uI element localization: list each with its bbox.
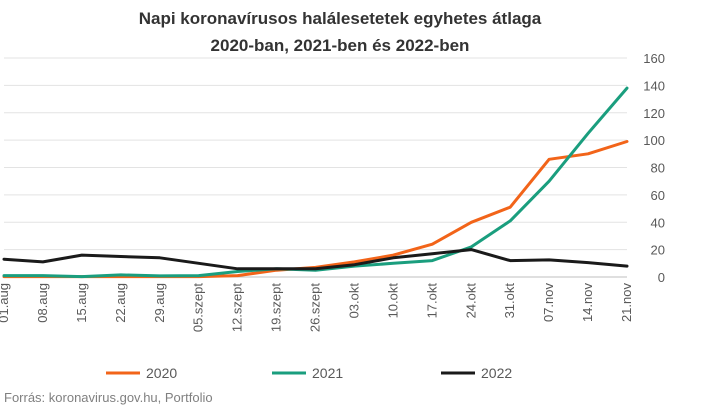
x-tick-label: 26.szept xyxy=(308,283,323,333)
grid xyxy=(4,57,627,278)
source-note: Forrás: koronavirus.gov.hu, Portfolio xyxy=(4,390,213,405)
x-tick-label: 19.szept xyxy=(269,283,284,333)
x-tick-label: 29.aug xyxy=(152,283,167,323)
y-tick-label: 60 xyxy=(651,188,665,203)
y-tick-label: 160 xyxy=(643,51,665,66)
y-tick-label: 0 xyxy=(658,270,665,285)
y-tick-label: 40 xyxy=(651,215,665,230)
x-tick-label: 10.okt xyxy=(385,283,400,319)
x-tick-label: 05.szept xyxy=(191,283,206,333)
legend-label-2021: 2021 xyxy=(312,365,343,381)
chart-title-line-1: Napi koronavírusos halálesetetek egyhete… xyxy=(139,9,542,28)
y-tick-label: 140 xyxy=(643,78,665,93)
chart-title-line-2: 2020-ban, 2021-ben és 2022-ben xyxy=(211,36,470,55)
x-tick-label: 07.nov xyxy=(541,283,556,323)
y-axis-ticks: 0 20 40 60 80 100 120 140 160 xyxy=(643,51,665,285)
y-tick-label: 80 xyxy=(651,161,665,176)
y-tick-label: 120 xyxy=(643,106,665,121)
x-tick-label: 03.okt xyxy=(346,283,361,319)
legend: 2020 2021 2022 xyxy=(106,365,512,381)
x-axis-ticks: 01.aug 08.aug 15.aug 22.aug 29.aug 05.szept 12… xyxy=(0,283,634,333)
legend-label-2020: 2020 xyxy=(146,365,177,381)
legend-label-2022: 2022 xyxy=(481,365,512,381)
x-tick-label: 12.szept xyxy=(230,283,245,333)
x-tick-label: 17.okt xyxy=(424,283,439,319)
x-tick-label: 21.nov xyxy=(619,283,634,323)
x-tick-label: 08.aug xyxy=(35,283,50,323)
x-tick-label: 31.okt xyxy=(502,283,517,319)
y-tick-label: 20 xyxy=(651,243,665,258)
y-tick-label: 100 xyxy=(643,133,665,148)
series-line-2022 xyxy=(2,248,629,271)
x-tick-label: 22.aug xyxy=(113,283,128,323)
series-lines xyxy=(2,86,629,279)
x-tick-label: 14.nov xyxy=(580,283,595,323)
series-line-2021 xyxy=(2,86,629,279)
x-tick-label: 24.okt xyxy=(463,283,478,319)
x-tick-label: 15.aug xyxy=(74,283,89,323)
x-tick-label: 01.aug xyxy=(0,283,11,323)
